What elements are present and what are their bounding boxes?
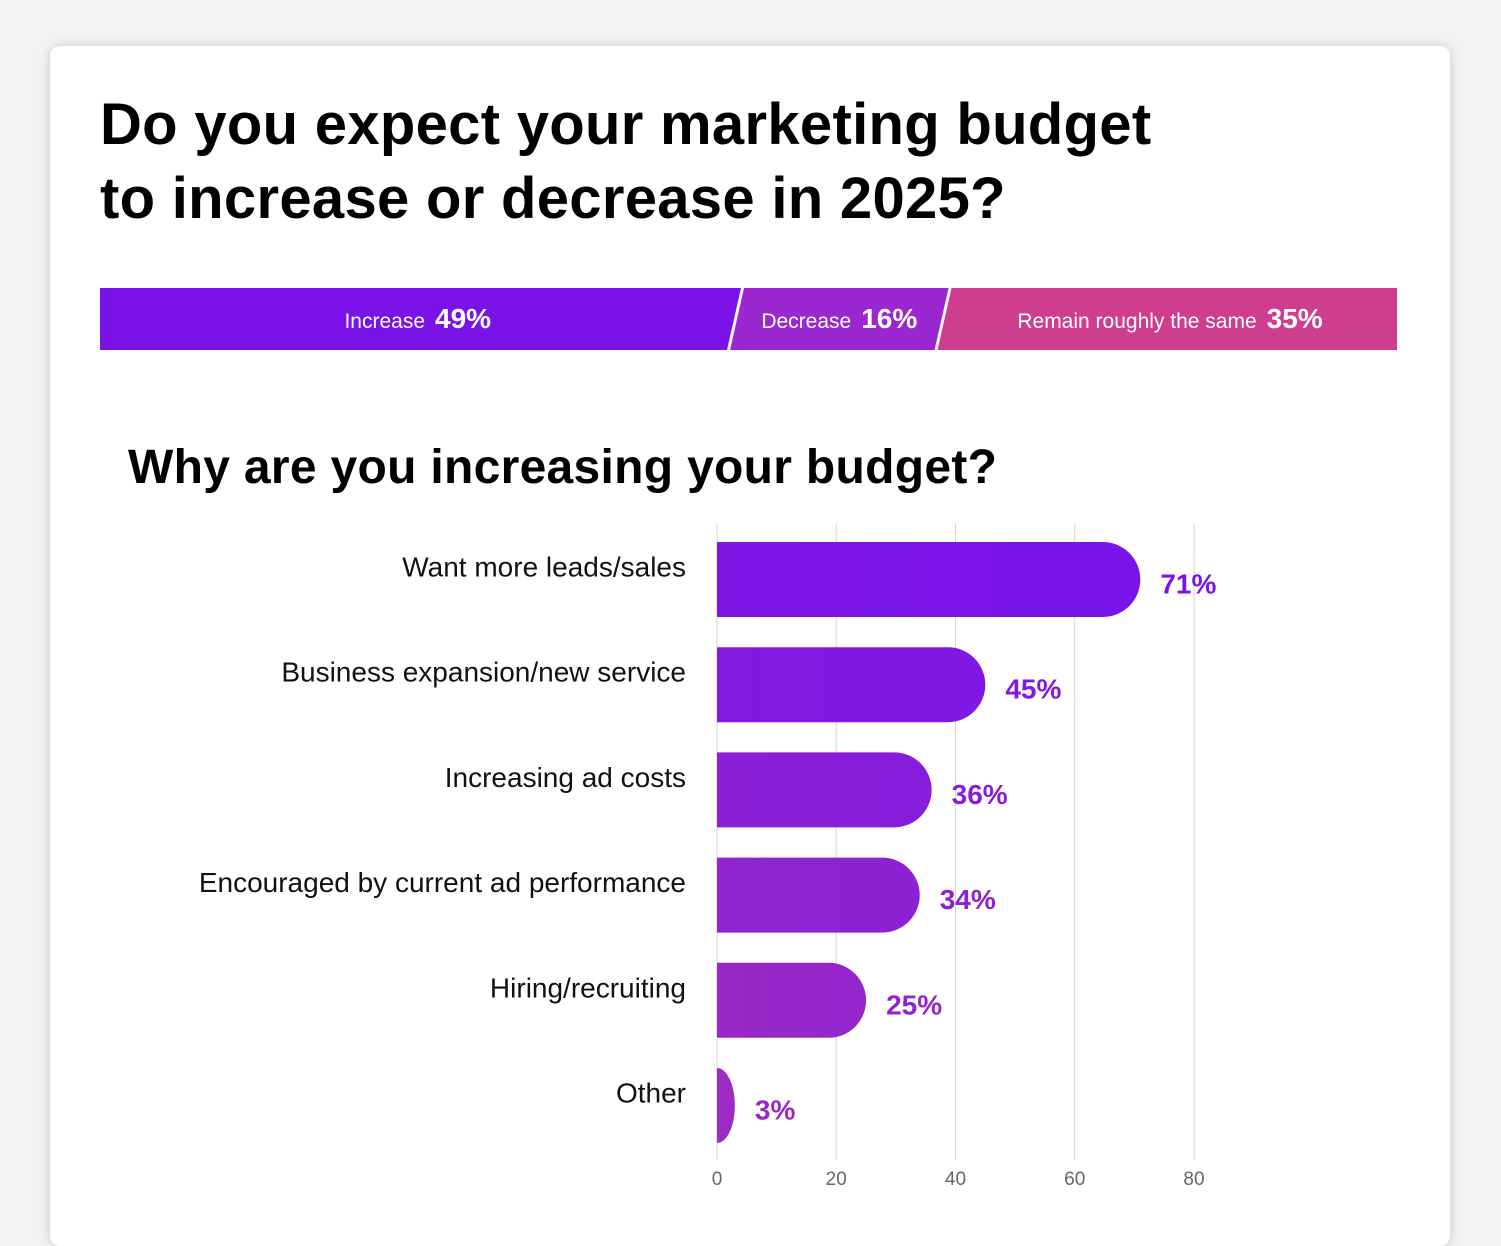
x-tick-label: 80 bbox=[1183, 1169, 1204, 1190]
x-tick-label: 0 bbox=[712, 1169, 723, 1190]
data-label: 25% bbox=[886, 989, 942, 1020]
data-label: 36% bbox=[952, 779, 1008, 810]
bar-encouraged-by-current-ad-performance bbox=[717, 857, 920, 933]
category-label: Other bbox=[616, 1078, 686, 1109]
category-label: Hiring/recruiting bbox=[490, 972, 686, 1003]
data-label: 71% bbox=[1160, 569, 1216, 600]
bar-want-more-leads-sales bbox=[717, 542, 1141, 617]
chart-title: Why are you increasing your budget? bbox=[128, 441, 998, 494]
category-label: Want more leads/sales bbox=[402, 552, 686, 583]
bar-business-expansion-new-service bbox=[717, 647, 986, 723]
data-label: 3% bbox=[755, 1095, 796, 1126]
x-tick-label: 20 bbox=[826, 1169, 847, 1190]
data-label: 34% bbox=[940, 884, 996, 915]
bar-increasing-ad-costs bbox=[717, 752, 932, 828]
bar-other bbox=[717, 1068, 735, 1143]
data-label: 45% bbox=[1005, 674, 1061, 705]
category-label: Encouraged by current ad performance bbox=[199, 867, 686, 898]
main-title: Do you expect your marketing budget to i… bbox=[100, 92, 1152, 231]
bar-hiring-recruiting bbox=[717, 962, 867, 1038]
category-label: Increasing ad costs bbox=[445, 762, 686, 793]
x-tick-label: 40 bbox=[945, 1169, 966, 1190]
content-card bbox=[50, 46, 1450, 1246]
x-tick-label: 60 bbox=[1064, 1169, 1085, 1190]
category-label: Business expansion/new service bbox=[281, 657, 686, 688]
